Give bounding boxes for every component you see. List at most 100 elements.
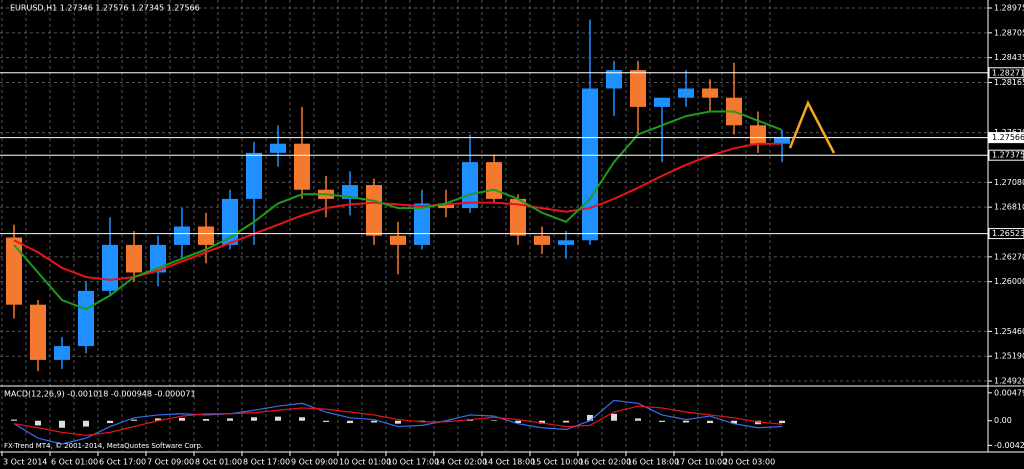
candle-body — [366, 185, 382, 236]
x-tick-label: 3 Oct 2014 — [3, 458, 47, 467]
macd-bar — [635, 418, 641, 421]
y-tick-label: 1.28165 — [994, 78, 1024, 87]
macd-bar — [347, 420, 353, 424]
candle-body — [582, 88, 598, 241]
y-tick-label: 1.28435 — [994, 53, 1024, 62]
macd-bar — [83, 420, 89, 427]
y-tick-label: 1.28975 — [994, 4, 1024, 13]
y-tick-label: 1.28705 — [994, 28, 1024, 37]
candle-body — [558, 240, 574, 245]
macd-bar — [611, 413, 617, 421]
level-label: 1.27375 — [992, 151, 1024, 160]
macd-bar — [155, 418, 161, 421]
macd-bar — [251, 417, 257, 421]
candle-body — [6, 237, 22, 305]
level-label-box — [988, 149, 1024, 161]
macd-title: MACD(12,26,9) -0.001018 -0.000948 -0.000… — [4, 390, 196, 399]
macd-bar — [659, 420, 665, 422]
candle-body — [702, 88, 718, 98]
candle-body — [270, 143, 286, 153]
candle-body — [438, 203, 454, 209]
y-tick-label: 1.26810 — [994, 203, 1024, 212]
macd-bar — [203, 419, 209, 421]
level-label-box — [988, 67, 1024, 79]
candle-body — [78, 290, 94, 347]
macd-line — [13, 399, 783, 445]
x-tick-label: 14 Oct 02:00 — [435, 458, 487, 467]
x-tick-label: 8 Oct 01:00 — [195, 458, 242, 467]
macd-bar — [59, 420, 65, 428]
macd-bar — [227, 418, 233, 421]
moving-average — [13, 110, 783, 311]
y-tick-label: 1.25460 — [994, 327, 1024, 336]
macd-bar — [539, 420, 545, 424]
x-tick-label: 10 Oct 01:00 — [339, 458, 391, 467]
y-tick-label: 0.00 — [994, 416, 1012, 425]
labels-layer: 3 Oct 2014 6 Oct 01:00 6 Oct 17:00 7 Oct 09… — [1, 4, 1024, 467]
candle-body — [246, 152, 262, 199]
candle-body — [750, 125, 766, 144]
macd-bar — [35, 420, 41, 426]
y-tick-label: 1.27080 — [994, 178, 1024, 187]
macd-bar — [11, 419, 17, 421]
level-label: 1.27566 — [992, 133, 1024, 142]
candle-body — [102, 244, 118, 291]
candle-body — [462, 162, 478, 209]
candle-body — [294, 143, 310, 190]
x-tick-label: 8 Oct 17:00 — [243, 458, 290, 467]
macd-bar — [707, 420, 713, 424]
macd-bar — [587, 414, 593, 421]
macd-bar — [107, 420, 113, 424]
macd-bar — [323, 420, 329, 422]
candle-body — [126, 244, 142, 273]
candle-body — [174, 226, 190, 245]
y-tick-label: 1.26000 — [994, 277, 1024, 286]
macd-bar — [395, 420, 401, 424]
y-tick-label: 0.004797 — [994, 388, 1024, 397]
candle-body — [630, 70, 646, 107]
x-tick-label: 20 Oct 03:00 — [723, 458, 775, 467]
y-tick-label: -0.004229 — [994, 441, 1024, 450]
x-tick-label: 10 Oct 17:00 — [387, 458, 439, 467]
candle-body — [654, 97, 670, 107]
macd-bar — [731, 420, 737, 424]
macd-bar — [131, 419, 137, 421]
candle-body — [534, 235, 550, 245]
macd-bar — [683, 420, 689, 423]
x-tick-label: 6 Oct 17:00 — [99, 458, 146, 467]
candle-body — [414, 203, 430, 245]
macd-bar — [299, 417, 305, 421]
macd-bar — [563, 420, 569, 423]
candle-body — [510, 198, 526, 236]
macd-bar — [491, 420, 497, 421]
x-tick-label: 9 Oct 09:00 — [291, 458, 338, 467]
y-tick-label: 1.24920 — [994, 377, 1024, 386]
x-tick-label: 16 Oct 02:00 — [579, 458, 631, 467]
x-tick-label: 6 Oct 01:00 — [51, 458, 98, 467]
macd-bar — [515, 420, 521, 424]
candle-body — [390, 235, 406, 245]
marks-layer — [0, 19, 988, 445]
level-label: 1.26523 — [992, 229, 1024, 238]
chart-title: EURUSD,H1 1.27346 1.27576 1.27345 1.2756… — [10, 4, 200, 13]
x-tick-label: 14 Oct 18:00 — [483, 458, 535, 467]
candle-body — [606, 70, 622, 89]
candle-body — [774, 137, 790, 144]
macd-bar — [779, 420, 785, 424]
candle-body — [54, 346, 70, 360]
x-tick-label: 17 Oct 10:00 — [675, 458, 727, 467]
y-tick-label: 1.26270 — [994, 252, 1024, 261]
candle-body — [198, 226, 214, 245]
macd-line — [13, 405, 783, 436]
projection-arrow — [788, 100, 836, 154]
macd-bar — [371, 420, 377, 423]
x-tick-label: 15 Oct 10:00 — [531, 458, 583, 467]
macd-bar — [179, 417, 185, 421]
candle-body — [486, 162, 502, 199]
level-label: 1.28271 — [992, 68, 1024, 77]
level-label-box — [988, 132, 1024, 144]
level-label-box — [988, 228, 1024, 240]
candle-body — [678, 88, 694, 98]
x-tick-label: 7 Oct 09:00 — [147, 458, 194, 467]
